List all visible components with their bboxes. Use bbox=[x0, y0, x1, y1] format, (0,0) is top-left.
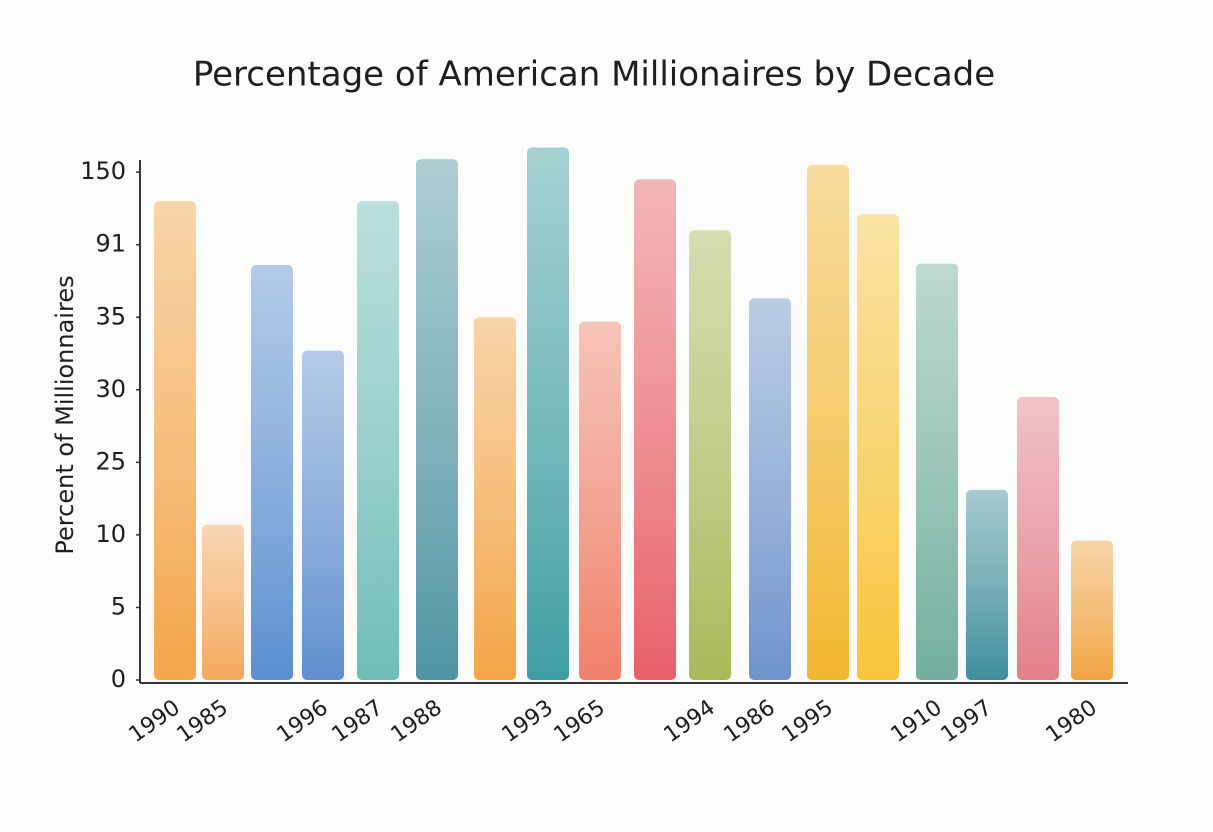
bar bbox=[154, 201, 196, 681]
bar bbox=[302, 350, 344, 680]
bar bbox=[916, 263, 958, 680]
x-tick-label: 1990 bbox=[125, 695, 185, 748]
x-tick-label: 1994 bbox=[660, 695, 720, 748]
bar bbox=[251, 265, 293, 680]
x-tick-label: 1965 bbox=[550, 695, 610, 748]
bar bbox=[357, 201, 399, 681]
bar bbox=[527, 147, 569, 680]
chart-title: Percentage of American Millionaires by D… bbox=[193, 55, 995, 95]
bar bbox=[689, 230, 731, 680]
x-tick-label: 1988 bbox=[387, 695, 447, 748]
x-tick-label: 1993 bbox=[498, 695, 558, 748]
y-tick-label: 150 bbox=[80, 157, 126, 185]
x-tick-label: 1987 bbox=[328, 695, 388, 748]
x-tick-label: 1997 bbox=[937, 695, 997, 748]
y-tick-label: 35 bbox=[95, 302, 126, 330]
bar bbox=[807, 164, 849, 680]
x-tick-label: 1995 bbox=[778, 695, 838, 748]
bar bbox=[634, 179, 676, 680]
y-tick-label: 0 bbox=[111, 665, 126, 693]
bar bbox=[966, 489, 1008, 680]
bar bbox=[474, 317, 516, 680]
bar bbox=[416, 159, 458, 680]
bar bbox=[579, 321, 621, 680]
y-tick-label: 10 bbox=[95, 520, 126, 548]
x-tick-label: 1910 bbox=[887, 695, 947, 748]
y-axis-label: Percent of Millionnaires bbox=[51, 275, 79, 554]
bar bbox=[1071, 540, 1113, 680]
x-tick-label: 1996 bbox=[273, 695, 333, 748]
bar bbox=[749, 298, 791, 680]
y-tick-label: 25 bbox=[95, 447, 126, 475]
y-tick-label: 91 bbox=[95, 230, 126, 258]
bar bbox=[202, 524, 244, 680]
y-tick-label: 30 bbox=[95, 375, 126, 403]
x-tick-label: 1985 bbox=[173, 695, 233, 748]
x-tick-label: 1980 bbox=[1042, 695, 1102, 748]
bar bbox=[1017, 397, 1059, 680]
bar bbox=[857, 214, 899, 680]
x-tick-label: 1986 bbox=[720, 695, 780, 748]
y-tick-label: 5 bbox=[111, 592, 126, 620]
